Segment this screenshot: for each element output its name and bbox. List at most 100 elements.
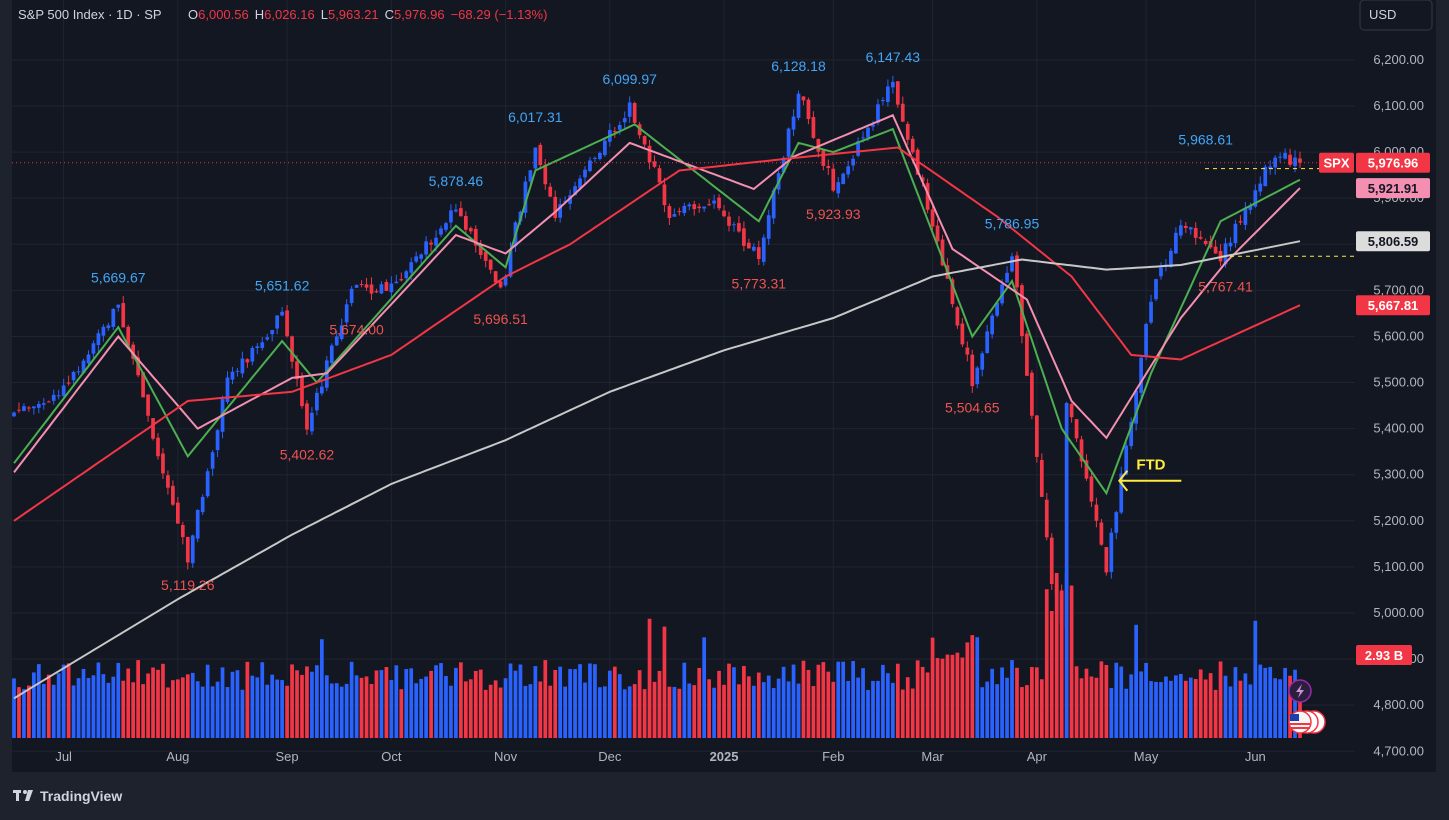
candle-body xyxy=(136,357,140,376)
volume-bar xyxy=(1223,675,1228,738)
volume-bar xyxy=(1203,679,1208,738)
volume-bar xyxy=(1109,687,1114,738)
lightning-icon[interactable] xyxy=(1288,679,1312,703)
volume-bar xyxy=(538,681,543,738)
candle-body xyxy=(215,430,220,451)
candle-body xyxy=(260,342,265,348)
volume-bar xyxy=(1243,673,1248,738)
volume-bar xyxy=(697,667,702,738)
volume-bar xyxy=(766,675,771,738)
candle-body xyxy=(1149,301,1153,323)
us-flag-icon[interactable] xyxy=(1288,710,1326,734)
candle-body xyxy=(826,166,831,169)
header-symbol[interactable]: S&P 500 Index · 1D · SP xyxy=(18,7,162,22)
volume-bar xyxy=(1000,667,1004,738)
time-tick-label: Aug xyxy=(166,749,189,764)
volume-bar xyxy=(990,668,995,738)
candle-body xyxy=(1193,227,1198,238)
volume-bar xyxy=(1059,592,1064,738)
candle-body xyxy=(836,182,841,194)
candle-body xyxy=(766,215,771,239)
swing-label: 5,767.41 xyxy=(1198,278,1253,294)
volume-bar xyxy=(295,670,299,738)
volume-bar xyxy=(836,661,841,738)
price-tag-ma_200 xyxy=(1356,231,1430,252)
currency-button[interactable] xyxy=(1359,0,1433,31)
candle-body xyxy=(985,331,990,354)
volume-bar xyxy=(210,686,215,738)
volume-bar xyxy=(51,684,56,738)
volume-bar xyxy=(1283,667,1287,738)
candle-body xyxy=(116,304,121,308)
volume-bar xyxy=(101,674,106,738)
swing-label: 5,504.65 xyxy=(945,399,1000,415)
candle-body xyxy=(930,209,935,227)
volume-bar xyxy=(1293,669,1297,738)
volume-bar xyxy=(1129,674,1134,738)
candle-body xyxy=(935,225,940,242)
swing-label: 5,923.93 xyxy=(806,206,861,222)
volume-bar xyxy=(1089,676,1094,738)
candle-body xyxy=(960,323,965,345)
volume-bar xyxy=(1253,620,1258,738)
candle-body xyxy=(1238,221,1243,223)
volume-bar xyxy=(543,660,548,738)
candle-body xyxy=(493,271,498,283)
candle-body xyxy=(101,326,106,336)
candle-body xyxy=(27,407,31,409)
volume-bar xyxy=(578,664,582,738)
volume-bar xyxy=(1074,666,1079,738)
volume-bar xyxy=(895,663,900,738)
volume-bar xyxy=(156,669,160,738)
volume-bar xyxy=(642,689,647,738)
price-tag-text: 5,976.96 xyxy=(1368,156,1419,171)
volume-bar xyxy=(260,662,265,738)
volume-bar xyxy=(1104,664,1109,738)
price-tick-label: 5,000.00 xyxy=(1373,605,1424,620)
volume-bar xyxy=(111,676,116,738)
candle-body xyxy=(925,183,930,210)
candle-body xyxy=(439,228,443,235)
candle-body xyxy=(454,209,458,212)
candle-body xyxy=(612,131,617,133)
candle-body xyxy=(354,284,359,288)
candle-body xyxy=(41,403,46,405)
candle-body xyxy=(61,385,66,396)
volume-bar xyxy=(32,672,36,738)
volume-bar xyxy=(985,681,990,738)
candle-body xyxy=(861,137,865,139)
candle-body xyxy=(588,160,592,172)
candle-body xyxy=(1005,272,1009,283)
volume-bar xyxy=(826,671,831,738)
candle-body xyxy=(578,178,582,189)
volume-bar xyxy=(1099,661,1104,738)
low-value: 5,963.21 xyxy=(328,7,379,22)
volume-bar xyxy=(796,683,801,738)
candle-body xyxy=(22,406,26,411)
volume-bar xyxy=(498,687,503,738)
tradingview-logo-icon[interactable] xyxy=(13,790,33,801)
candle-body xyxy=(632,103,637,123)
candle-body xyxy=(270,330,275,335)
candle-body xyxy=(533,147,538,169)
swing-label: 5,696.51 xyxy=(473,311,528,327)
volume-bar xyxy=(1198,669,1203,738)
candle-body xyxy=(751,246,756,251)
candle-body xyxy=(598,152,602,159)
tradingview-brand[interactable]: TradingView xyxy=(40,788,122,804)
volume-bar xyxy=(1015,667,1019,738)
candle-body xyxy=(1044,499,1049,538)
candle-body xyxy=(1203,240,1208,245)
candle-body xyxy=(1298,158,1302,163)
candle-body xyxy=(374,291,379,293)
volume-bar xyxy=(1149,681,1153,738)
time-axis[interactable]: Jul Aug Sep Oct Nov Dec 2025 Feb Mar Apr May Jun xyxy=(55,749,1265,764)
volume-bar xyxy=(806,669,811,738)
time-tick-label: Apr xyxy=(1027,749,1048,764)
candle-body xyxy=(210,452,215,469)
candle-body xyxy=(478,244,483,255)
candle-body xyxy=(1268,166,1273,169)
volume-bar xyxy=(816,664,821,738)
candle-body xyxy=(56,395,61,397)
